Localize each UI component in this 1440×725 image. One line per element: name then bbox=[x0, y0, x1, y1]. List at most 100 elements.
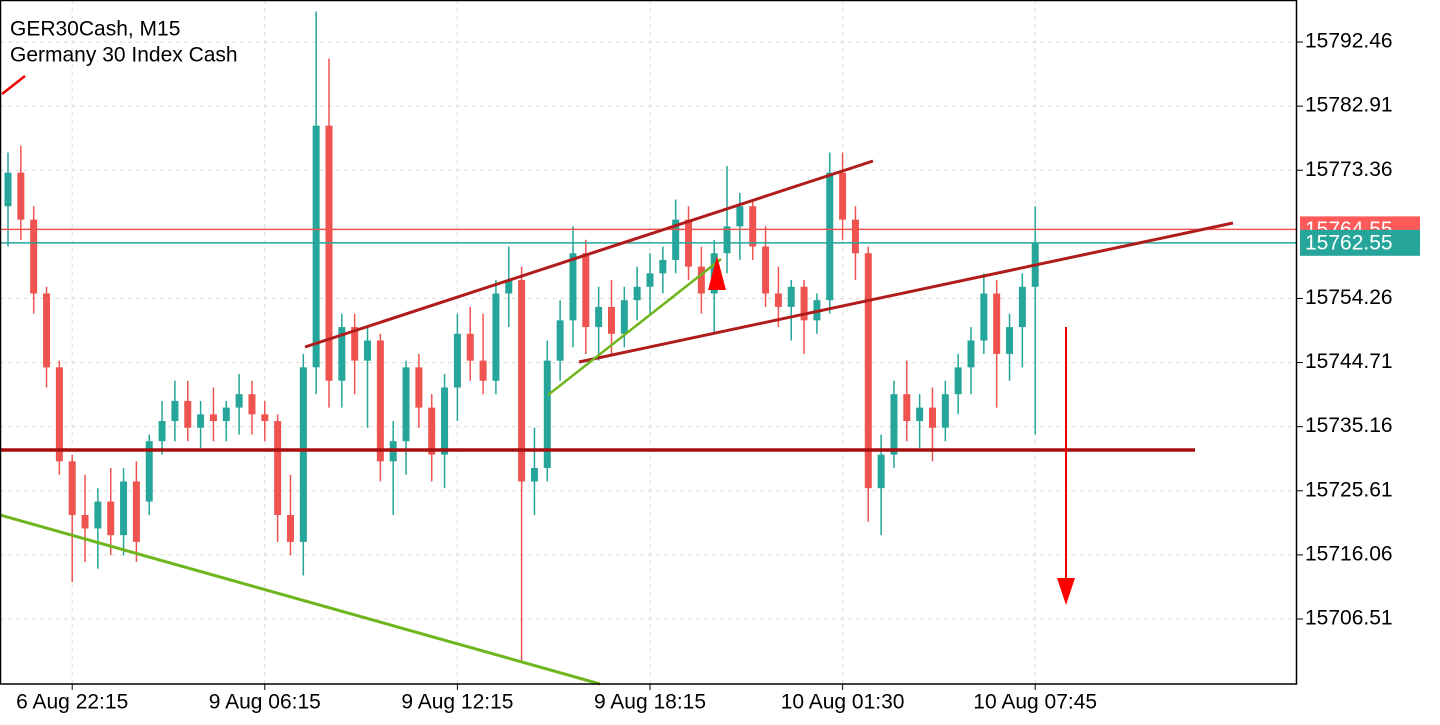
y-tick-label: 15782.91 bbox=[1305, 94, 1393, 117]
x-tick-label: 9 Aug 06:15 bbox=[209, 691, 321, 714]
candle-body bbox=[595, 306, 603, 328]
candle-body bbox=[762, 246, 770, 294]
candle-body bbox=[864, 253, 872, 489]
candle-body bbox=[980, 293, 988, 341]
candle-body bbox=[826, 172, 834, 301]
down-arrow-head bbox=[1057, 578, 1075, 605]
candle-body bbox=[351, 327, 359, 361]
candle-body bbox=[941, 394, 949, 428]
drawing bbox=[1, 75, 26, 95]
axes: 15792.46 15782.91 15773.36 15754.26 15744.71… bbox=[16, 30, 1420, 714]
candle-body bbox=[1018, 286, 1026, 328]
candle-body bbox=[132, 481, 140, 542]
candle-body bbox=[235, 394, 243, 408]
candle-body bbox=[453, 333, 461, 388]
candle-body bbox=[43, 293, 51, 368]
candle-body bbox=[556, 320, 564, 361]
candle-body bbox=[749, 206, 757, 247]
candle-body bbox=[479, 360, 487, 381]
candle-body bbox=[55, 367, 63, 462]
candle-body bbox=[299, 367, 307, 542]
candle-body bbox=[286, 515, 294, 542]
candle-body bbox=[107, 501, 115, 536]
y-tick-label: 15716.06 bbox=[1305, 542, 1393, 565]
candle-body bbox=[145, 441, 153, 502]
candle-body bbox=[30, 219, 38, 294]
candle-body bbox=[68, 461, 76, 516]
y-tick-label: 15773.36 bbox=[1305, 158, 1393, 181]
y-tick-label: 15706.51 bbox=[1305, 607, 1393, 630]
candle-body bbox=[492, 293, 500, 381]
y-tick-label: 15792.46 bbox=[1305, 30, 1393, 53]
candle-body bbox=[17, 172, 25, 220]
drawings bbox=[0, 75, 1234, 686]
grid bbox=[0, 0, 1297, 684]
candle-body bbox=[4, 172, 12, 207]
candle-body bbox=[954, 367, 962, 395]
candle-body bbox=[171, 400, 179, 422]
y-tick-label: 15725.61 bbox=[1305, 478, 1393, 501]
candle-body bbox=[543, 360, 551, 469]
x-tick-label: 10 Aug 07:45 bbox=[973, 691, 1097, 714]
candle-body bbox=[582, 253, 590, 328]
x-tick-label: 6 Aug 22:15 bbox=[16, 691, 128, 714]
candle-body bbox=[518, 280, 526, 482]
candle-body bbox=[415, 367, 423, 408]
y-tick-label: 15744.71 bbox=[1305, 350, 1393, 373]
candle-body bbox=[839, 172, 847, 220]
candle-body bbox=[928, 407, 936, 428]
candle-body bbox=[569, 253, 577, 321]
candle-body bbox=[94, 501, 102, 529]
candle-body bbox=[967, 340, 975, 368]
candle-body bbox=[851, 219, 859, 254]
x-tick-label: 10 Aug 01:30 bbox=[781, 691, 905, 714]
candle-body bbox=[774, 293, 782, 307]
candle-body bbox=[81, 515, 89, 529]
candle-body bbox=[903, 394, 911, 422]
trend-line bbox=[578, 221, 1234, 364]
candle-body bbox=[402, 367, 410, 442]
candle-body bbox=[736, 206, 744, 227]
candle-body bbox=[916, 407, 924, 422]
candle-body bbox=[248, 394, 256, 415]
candle-body bbox=[376, 340, 384, 462]
candle-body bbox=[646, 273, 654, 287]
trend-line bbox=[547, 258, 722, 396]
candle-body bbox=[620, 300, 628, 334]
candle-body bbox=[120, 481, 128, 536]
candle-body bbox=[184, 400, 192, 428]
y-tick-label: 15735.16 bbox=[1305, 414, 1393, 437]
trend-line bbox=[0, 513, 601, 686]
candle-body bbox=[607, 306, 615, 334]
candle-body bbox=[222, 407, 230, 422]
candle-body bbox=[312, 125, 320, 368]
candle-body bbox=[325, 125, 333, 381]
candle-body bbox=[723, 226, 731, 254]
candle-body bbox=[197, 414, 205, 428]
trend-line bbox=[304, 159, 874, 349]
candle-body bbox=[530, 468, 538, 482]
y-tick-label: 15754.26 bbox=[1305, 286, 1393, 309]
price-label-box bbox=[1300, 229, 1420, 256]
candle-body bbox=[158, 421, 166, 442]
candle-body bbox=[672, 219, 680, 260]
chart-title: GER30Cash, M15 bbox=[10, 18, 180, 41]
candle-body bbox=[428, 407, 436, 455]
candle-body bbox=[787, 286, 795, 307]
x-tick-label: 9 Aug 12:15 bbox=[401, 691, 513, 714]
plot-frame bbox=[0, 0, 1298, 685]
x-tick-label: 9 Aug 18:15 bbox=[594, 691, 706, 714]
candle-body bbox=[877, 454, 885, 489]
candles bbox=[0, 11, 1297, 663]
candle-body bbox=[890, 394, 898, 455]
candle-body bbox=[209, 414, 217, 422]
candle-body bbox=[364, 340, 372, 361]
chart-subtitle: Germany 30 Index Cash bbox=[10, 44, 238, 67]
candle-body bbox=[633, 286, 641, 301]
candle-body bbox=[1006, 327, 1014, 354]
candle-body bbox=[274, 421, 282, 516]
candle-body bbox=[800, 286, 808, 321]
